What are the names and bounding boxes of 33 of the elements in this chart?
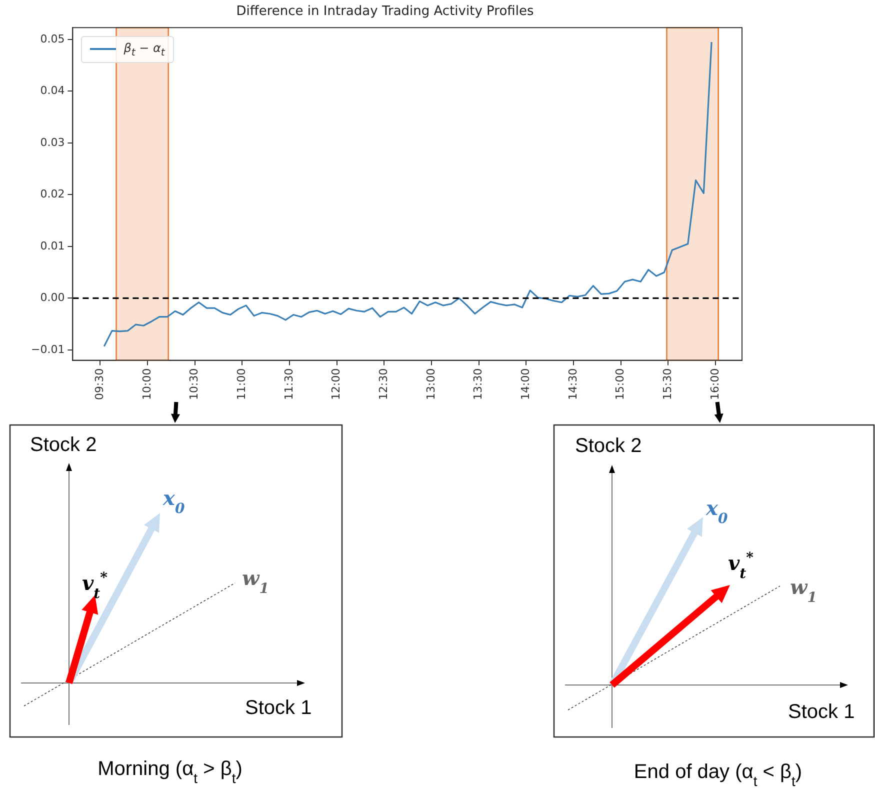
x-tick-label: 13:00 — [424, 368, 438, 400]
chart-title: Difference in Intraday Trading Activity Profiles — [236, 4, 534, 20]
y-tick-label: 0.00 — [40, 291, 65, 304]
x-tick-label: 12:30 — [377, 368, 390, 400]
x-tick-label: 14:00 — [519, 368, 532, 400]
y-tick-label: −0.01 — [30, 342, 65, 356]
y-tick-label: 0.03 — [40, 136, 65, 149]
text: w$_{1}$ — [790, 575, 817, 606]
text: Stock 2 — [575, 435, 642, 457]
text: w$_{1}$ — [242, 566, 269, 597]
text: x$_{0}$ — [705, 496, 728, 527]
x-tick-label: 16:00 — [708, 368, 722, 400]
text: End of day (α$_{t}$ < β$_{t}$) — [634, 761, 802, 789]
x-tick-label: 10:30 — [188, 368, 201, 400]
text: Stock 1 — [788, 701, 855, 723]
x-tick-label: 15:00 — [614, 368, 627, 400]
x-tick-label: 09:30 — [93, 368, 106, 400]
x-tick-label: 11:00 — [235, 368, 248, 400]
y-tick-label: 0.05 — [40, 32, 65, 46]
text: Morning (α$_{t}$ > β$_{t}$) — [98, 758, 242, 786]
y-tick-label: 0.04 — [40, 84, 65, 98]
y-tick-label: 0.01 — [40, 239, 65, 252]
legend-label: β$_{t}$ − α$_{t}$ — [124, 40, 165, 58]
x-tick-label: 13:30 — [472, 368, 485, 400]
text: x$_{0}$ — [162, 486, 185, 517]
x-tick-label: 15:30 — [661, 368, 674, 400]
text: Stock 2 — [30, 434, 97, 456]
text: Stock 1 — [245, 697, 312, 719]
x-tick-label: 14:30 — [566, 368, 580, 400]
x-tick-label: 12:00 — [330, 368, 343, 400]
y-tick-label: 0.02 — [40, 188, 65, 201]
x-tick-label: 11:30 — [282, 368, 296, 400]
x-tick-label: 10:00 — [140, 368, 154, 400]
